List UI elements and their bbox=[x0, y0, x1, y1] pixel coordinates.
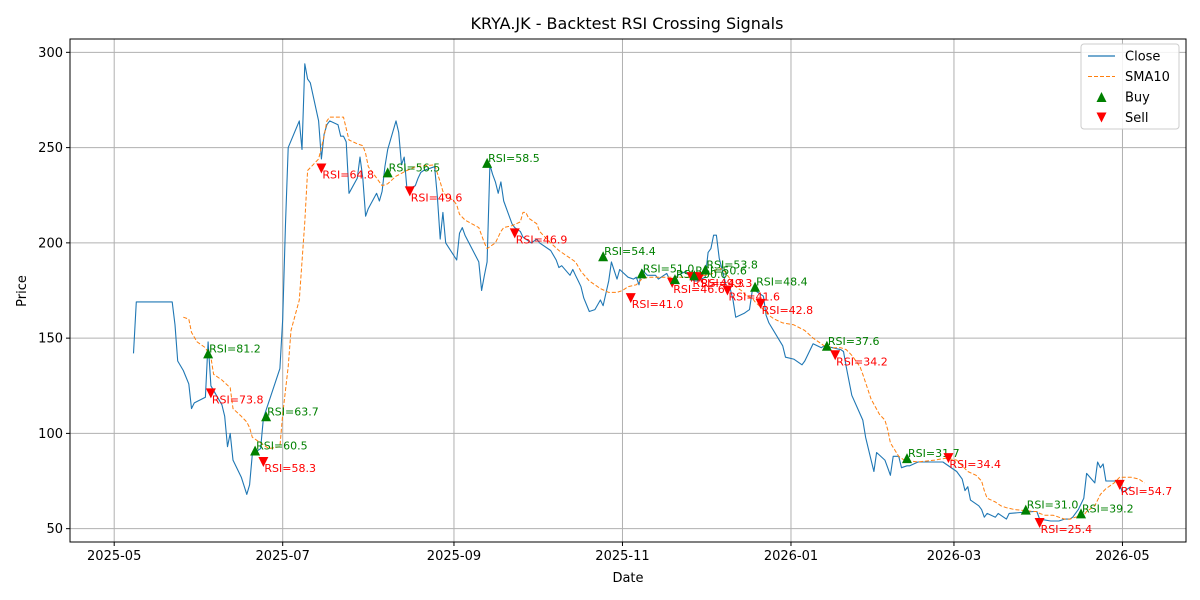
sell-label: RSI=46.9 bbox=[516, 233, 568, 246]
x-axis-label: Date bbox=[612, 571, 643, 586]
sell-label: RSI=46.6 bbox=[673, 283, 725, 296]
legend-label-buy: Buy bbox=[1125, 91, 1150, 106]
buy-marker bbox=[700, 264, 711, 275]
buy-label: RSI=56.5 bbox=[389, 161, 441, 174]
buy-marker bbox=[261, 411, 272, 422]
buy-marker bbox=[750, 281, 761, 292]
buy-marker bbox=[250, 445, 261, 456]
x-tick-label: 2026-05 bbox=[1095, 549, 1149, 564]
buy-marker bbox=[598, 251, 609, 262]
sell-marker bbox=[943, 453, 954, 464]
legend-swatch-buy bbox=[1096, 92, 1107, 102]
sell-label: RSI=42.8 bbox=[762, 304, 814, 317]
y-axis-label: Price bbox=[15, 275, 30, 307]
y-axis: 50 100 150 200 250 300 bbox=[38, 46, 70, 537]
sell-marker bbox=[1114, 479, 1125, 490]
sell-label: RSI=34.4 bbox=[949, 458, 1001, 471]
legend-label-sma: SMA10 bbox=[1125, 70, 1170, 85]
buy-marker bbox=[203, 348, 214, 359]
buy-label: RSI=51.0 bbox=[643, 262, 695, 275]
buy-label: RSI=63.7 bbox=[267, 405, 319, 418]
sell-label: RSI=41.6 bbox=[728, 291, 780, 304]
sell-marker bbox=[404, 186, 415, 197]
sell-marker bbox=[722, 285, 733, 296]
x-tick-label: 2026-03 bbox=[927, 549, 981, 564]
sell-marker bbox=[316, 163, 327, 174]
buy-marker bbox=[1020, 504, 1031, 515]
legend-box bbox=[1080, 43, 1180, 130]
x-tick-label: 2025-05 bbox=[87, 549, 141, 564]
chart-title: KRYA.JK - Backtest RSI Crossing Signals bbox=[471, 14, 784, 33]
buy-label: RSI=58.5 bbox=[488, 152, 540, 165]
sell-marker bbox=[1034, 517, 1045, 528]
y-tick-label: 300 bbox=[38, 46, 63, 61]
series-line-close bbox=[132, 63, 1132, 522]
y-tick-label: 100 bbox=[38, 427, 63, 442]
sell-label: RSI=41.0 bbox=[632, 298, 684, 311]
y-tick-label: 250 bbox=[38, 141, 63, 156]
sell-marker bbox=[755, 298, 766, 309]
buy-label: RSI=39.2 bbox=[1082, 502, 1134, 515]
legend: Close SMA10 Buy Sell bbox=[1080, 43, 1180, 130]
buy-marker bbox=[636, 268, 647, 279]
x-tick-label: 2025-11 bbox=[595, 549, 649, 564]
sell-marker bbox=[509, 228, 520, 239]
buy-label: RSI=48.4 bbox=[756, 276, 808, 289]
buy-label: RSI=31.0 bbox=[1027, 499, 1079, 512]
sell-label: RSI=64.8 bbox=[322, 169, 374, 182]
sell-label: RSI=54.7 bbox=[1121, 485, 1173, 498]
buy-label: RSI=53.8 bbox=[706, 259, 758, 272]
sell-label: RSI=34.2 bbox=[836, 355, 888, 368]
legend-label-sell: Sell bbox=[1125, 111, 1148, 126]
sell-marker bbox=[830, 350, 841, 361]
buy-label: RSI=81.2 bbox=[209, 342, 261, 355]
y-tick-label: 150 bbox=[38, 332, 63, 347]
buy-label: RSI=60.5 bbox=[256, 440, 308, 453]
buy-marker bbox=[902, 453, 912, 464]
buy-marker bbox=[689, 270, 700, 281]
sell-marker bbox=[625, 293, 636, 304]
sell-label: RSI=49.3 bbox=[701, 277, 753, 290]
buy-marker bbox=[821, 340, 832, 351]
y-tick-label: 50 bbox=[46, 522, 63, 537]
buy-label: RSI=54.4 bbox=[604, 245, 656, 258]
sell-label: RSI=58.3 bbox=[264, 462, 316, 475]
grid bbox=[70, 39, 1186, 542]
sell-label: RSI=25.4 bbox=[1041, 523, 1093, 536]
x-tick-label: 2026-01 bbox=[764, 549, 818, 564]
buy-marker bbox=[382, 167, 393, 178]
buy-marker bbox=[669, 274, 680, 285]
sell-marker bbox=[258, 456, 269, 467]
plot-area: RSI=81.2 RSI=73.8 RSI=60.5 RSI=58.3 RSI=63.7… bbox=[132, 63, 1173, 536]
buy-marker bbox=[482, 157, 493, 168]
legend-swatch-sell bbox=[1096, 112, 1107, 123]
buy-label: RSI=37.6 bbox=[828, 335, 880, 348]
sell-label: RSI=49.6 bbox=[411, 191, 463, 204]
x-axis: 2025-05 2025-07 2025-09 2025-11 2026-01 2026-… bbox=[87, 542, 1150, 564]
y-tick-label: 200 bbox=[38, 236, 63, 251]
legend-label-close: Close bbox=[1125, 50, 1160, 65]
buy-marker bbox=[1076, 508, 1087, 519]
sell-marker bbox=[205, 388, 216, 399]
sell-label: RSI=73.8 bbox=[212, 393, 264, 406]
x-tick-label: 2025-07 bbox=[256, 549, 310, 564]
x-tick-label: 2025-09 bbox=[427, 549, 481, 564]
sell-marker bbox=[694, 272, 705, 283]
plot-frame bbox=[69, 38, 1187, 543]
series-line-sma10 bbox=[183, 116, 1145, 520]
